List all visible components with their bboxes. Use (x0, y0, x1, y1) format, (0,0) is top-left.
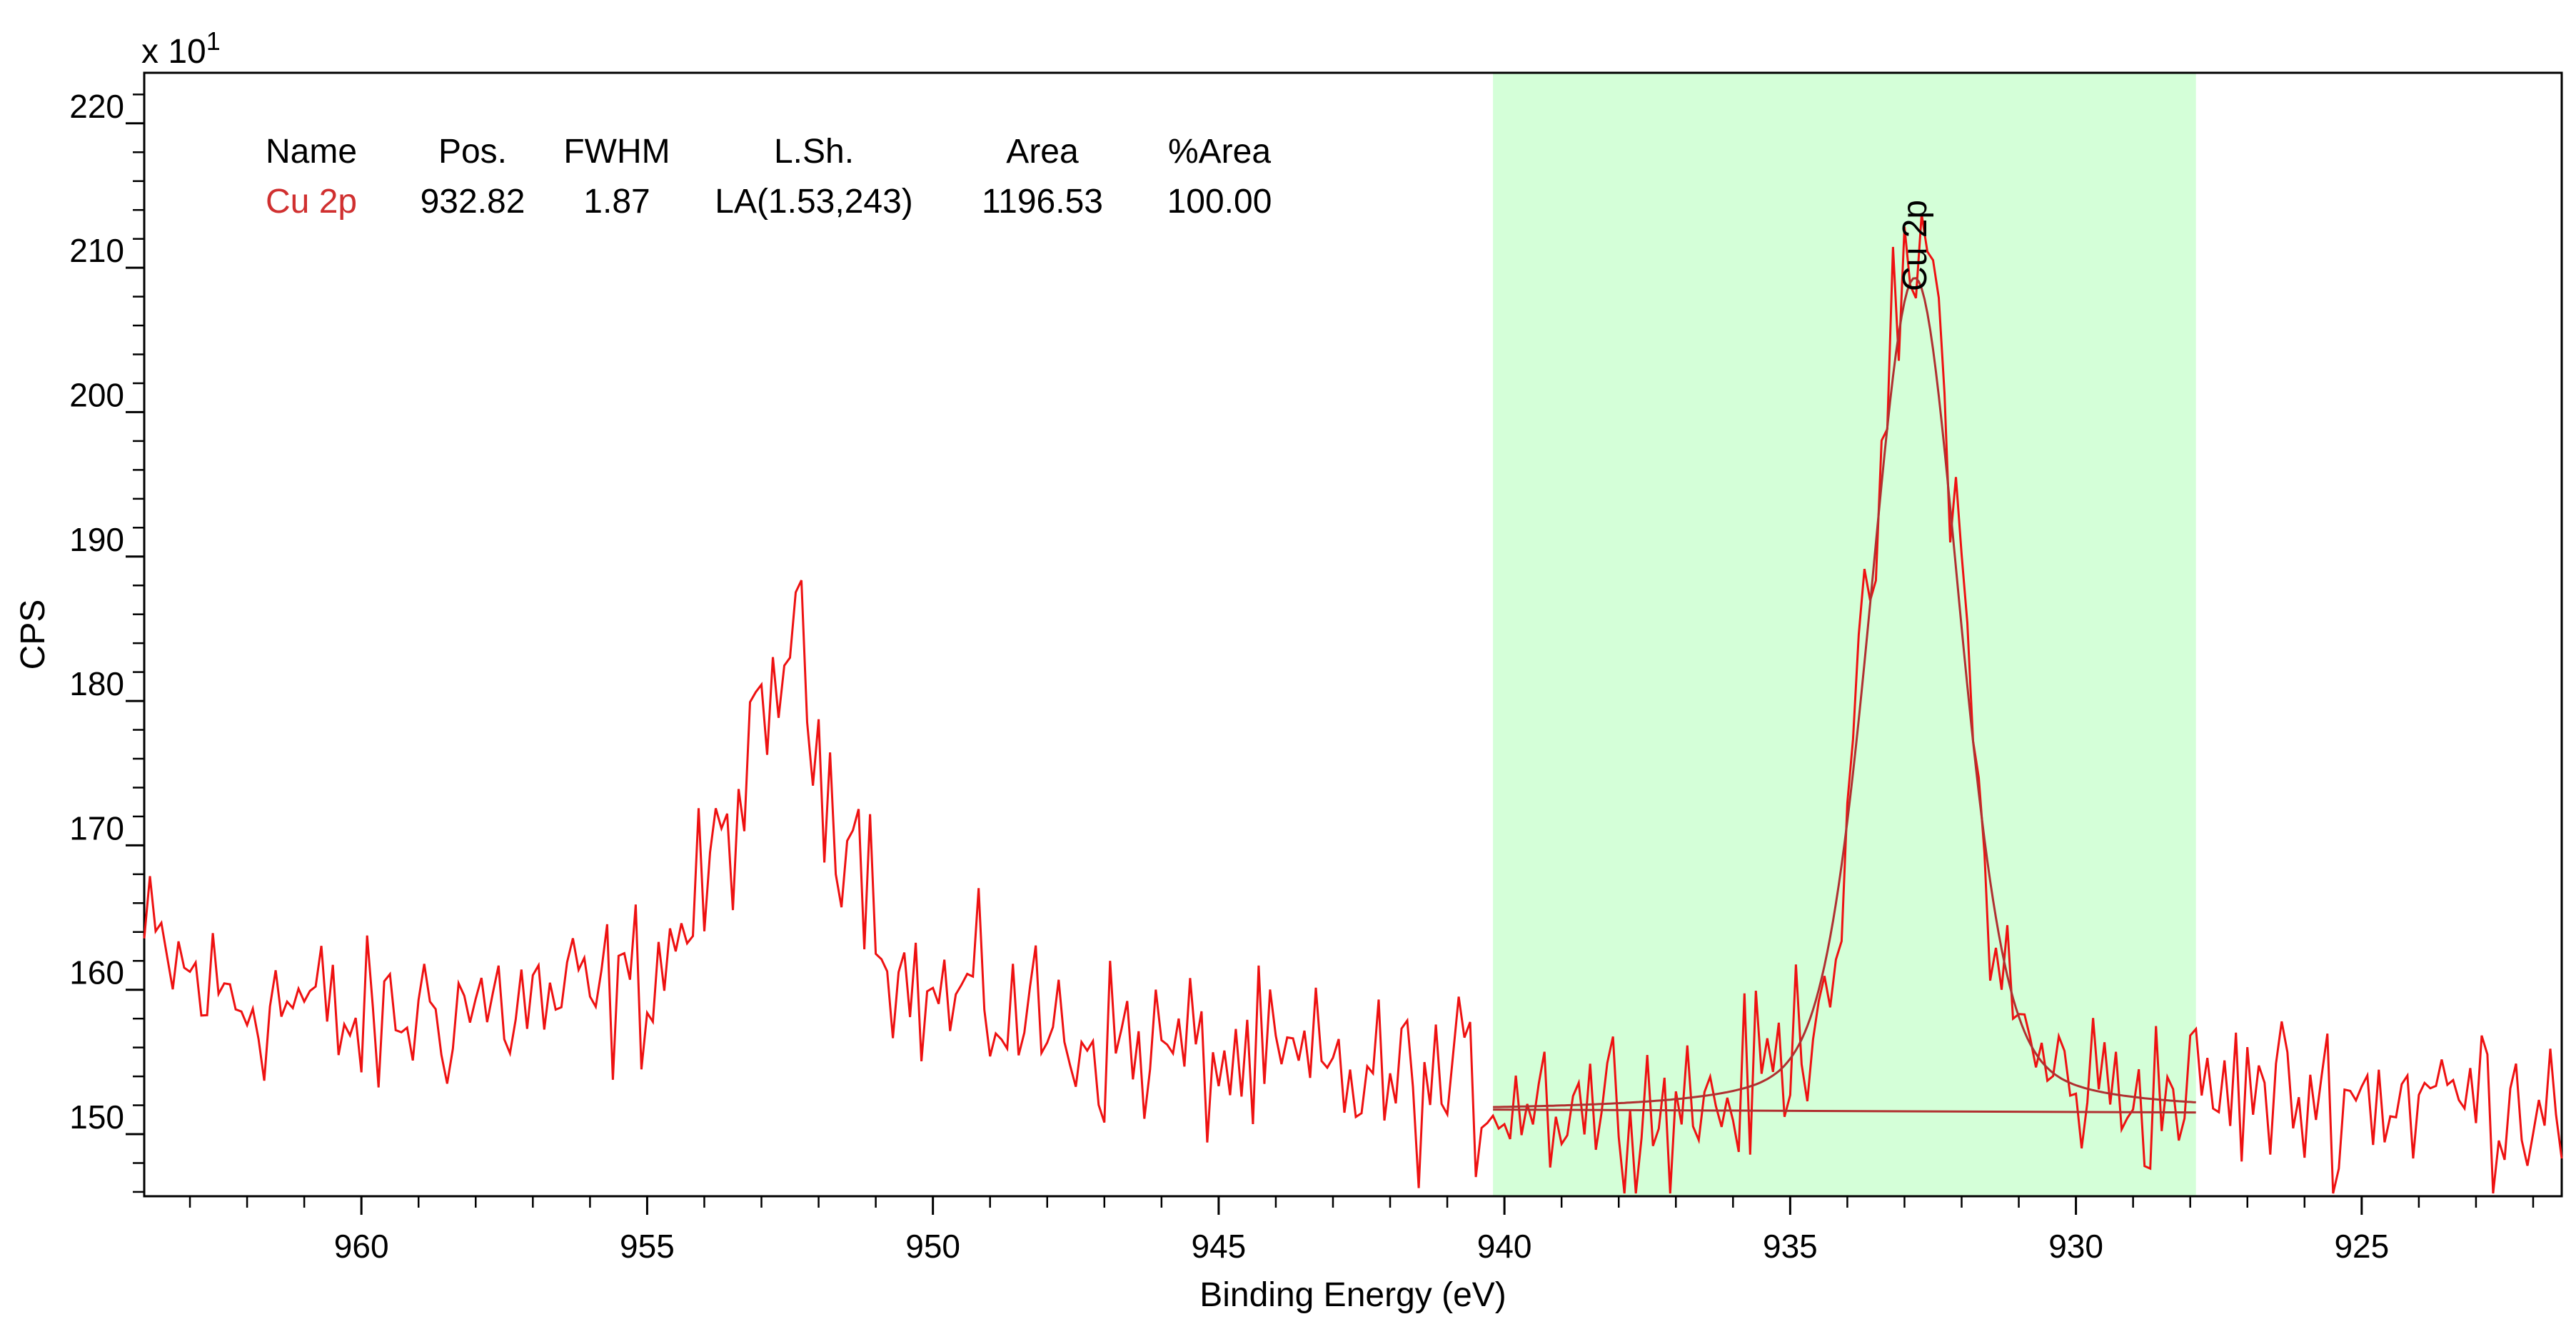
x-tick-label: 955 (620, 1228, 675, 1265)
plot-frame (143, 71, 2563, 1198)
background-line (1493, 1108, 2196, 1114)
table-header-cell: Pos. (438, 133, 507, 171)
x-tick-label: 945 (1192, 1228, 1247, 1265)
table-component-name: Cu 2p (266, 183, 357, 221)
x-tick-label: 925 (2334, 1228, 2389, 1265)
x-tick-label: 960 (334, 1228, 389, 1265)
table-header-cell: L.Sh. (774, 133, 854, 171)
y-tick-label: 200 (69, 376, 124, 413)
table-cell: LA(1.53,243) (715, 183, 913, 221)
y-tick-label: 190 (69, 521, 124, 558)
raw-spectrum-line (143, 213, 2563, 1194)
table-cell: 1196.53 (982, 183, 1103, 221)
table-header-cell: Area (1006, 133, 1079, 171)
y-multiplier-label: x 101 (141, 26, 221, 71)
y-axis-ticks: 150 160 170 180 190 200 210 220 (69, 88, 144, 1193)
x-tick-label: 950 (905, 1228, 960, 1265)
y-multiplier-exponent: 1 (206, 26, 221, 56)
x-axis-ticks: 960 955 950 945 940 935 930 925 (188, 1196, 2535, 1265)
y-tick-label: 170 (69, 809, 124, 847)
x-tick-label: 935 (1763, 1228, 1818, 1265)
y-multiplier-base: x 10 (141, 33, 206, 71)
plot-border (143, 71, 2563, 1198)
peak-fit-line (1493, 277, 2196, 1108)
table-header-cell: Name (266, 133, 357, 171)
y-tick-label: 150 (69, 1098, 124, 1136)
y-tick-label: 220 (69, 88, 124, 125)
x-axis-title: Binding Energy (eV) (1199, 1276, 1506, 1314)
component-table: Name Pos. FWHM L.Sh. Area %Area Cu 2p 932.82 1.8… (266, 133, 1272, 221)
table-cell: 932.82 (421, 183, 525, 221)
fit-region (1493, 73, 2196, 1196)
table-cell: 100.00 (1167, 183, 1272, 221)
peak-annotation-label: Cu 2p (1896, 200, 1934, 291)
x-tick-label: 930 (2048, 1228, 2103, 1265)
table-header-cell: FWHM (563, 133, 670, 171)
table-header-cell: %Area (1168, 133, 1271, 171)
y-tick-label: 180 (69, 665, 124, 702)
table-cell: 1.87 (583, 183, 650, 221)
y-axis-title: CPS (14, 600, 52, 670)
y-tick-label: 160 (69, 954, 124, 991)
y-tick-label: 210 (69, 232, 124, 269)
x-tick-label: 940 (1477, 1228, 1532, 1265)
